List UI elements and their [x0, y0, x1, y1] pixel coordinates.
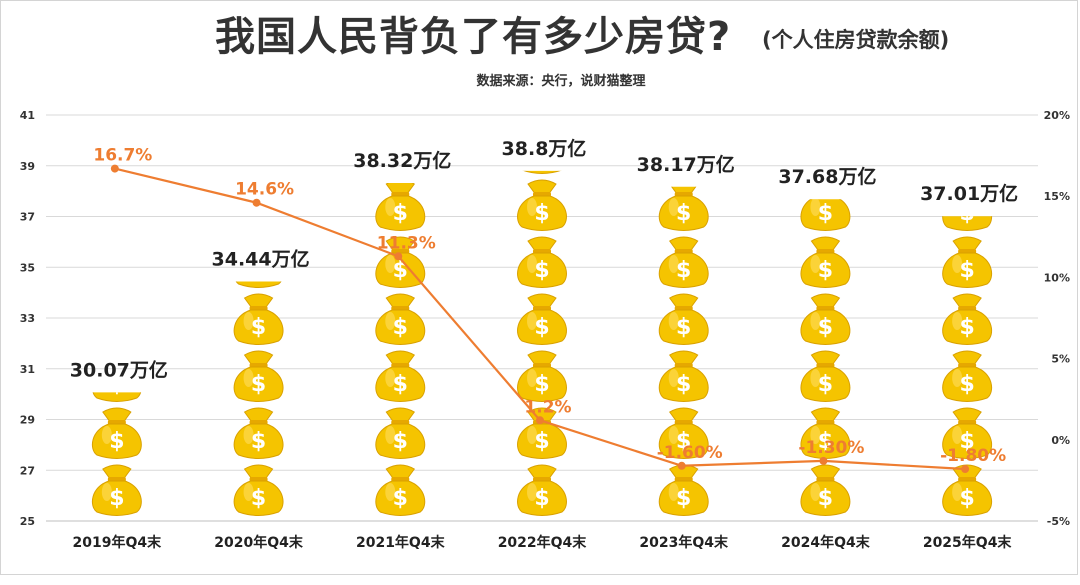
chart-subtitle: (个人住房贷款余额): [762, 28, 950, 52]
growth-value-label: -1.80%: [940, 446, 1006, 466]
right-tick-label: 5%: [1051, 353, 1070, 366]
bag-column: [375, 183, 426, 516]
x-category-label: 2024年Q4末: [781, 534, 871, 551]
money-bag-icon: [375, 350, 426, 402]
bag-column: [233, 281, 284, 516]
money-bag-icon: [942, 236, 993, 288]
money-bag-icon: [233, 464, 284, 516]
money-bag-icon: [658, 236, 709, 288]
money-bag-icon: [517, 236, 567, 288]
left-tick-label: 27: [20, 464, 35, 477]
x-category-label: 2025年Q4末: [923, 534, 1013, 551]
growth-value-label: 1.2%: [524, 397, 571, 417]
right-tick-label: -5%: [1047, 515, 1070, 528]
x-category-label: 2020年Q4末: [214, 534, 304, 551]
money-bag-icon: [658, 350, 709, 402]
money-bag-icon: [942, 350, 993, 402]
money-bag-icon: [517, 293, 567, 345]
money-bag-icon: [800, 236, 851, 288]
left-tick-label: 33: [20, 312, 35, 325]
money-bag-icon: [800, 464, 851, 516]
x-axis: 2019年Q4末 2020年Q4末 2021年Q4末 2022年Q4末 2023年Q4末…: [46, 520, 1038, 551]
right-tick-label: 20%: [1044, 109, 1070, 122]
money-bag-icon: [658, 186, 709, 231]
growth-value-label: -1.30%: [798, 438, 864, 458]
money-bag-icon: [375, 293, 426, 345]
right-axis: -5% 0% 5% 10% 15% 20%: [1044, 109, 1070, 528]
money-bag-icon: [800, 293, 851, 345]
bar-value-label: 38.8万亿: [502, 137, 587, 160]
bar-value-label: 38.17万亿: [637, 153, 735, 176]
x-category-label: 2022年Q4末: [498, 534, 588, 551]
growth-point: [252, 198, 261, 207]
right-tick-label: 0%: [1051, 434, 1070, 447]
data-source-note: 数据来源：央行，说财猫整理: [476, 74, 646, 89]
growth-point: [110, 164, 119, 173]
chart-title: 我国人民背负了有多少房贷?: [215, 14, 732, 60]
growth-point: [819, 456, 828, 465]
left-tick-label: 31: [20, 363, 35, 376]
bag-column: [517, 170, 567, 516]
money-bag-icon: [91, 464, 142, 516]
money-bag-icon: [658, 293, 709, 345]
left-axis: 25 27 29 31 33 35 37 39 41: [20, 109, 35, 528]
money-bag-icon: [375, 183, 426, 231]
growth-value-label: -1.60%: [657, 443, 723, 463]
money-bag-icon: [800, 350, 851, 402]
data-labels: 30.07万亿 34.44万亿 38.32万亿 38.8万亿 38.17万亿 37.68万…: [70, 137, 1018, 466]
x-category-label: 2019年Q4末: [73, 534, 163, 551]
growth-value-label: 16.7%: [93, 146, 152, 166]
money-bag-icon: [942, 464, 993, 516]
money-bag-icon: [658, 464, 709, 516]
money-bag-icon: [942, 293, 993, 345]
money-bag-icon: [233, 293, 284, 345]
left-tick-label: 41: [20, 109, 35, 122]
growth-point: [394, 252, 403, 261]
money-bag-icon: [233, 350, 284, 402]
left-tick-label: 37: [20, 211, 35, 224]
left-tick-label: 29: [20, 414, 35, 427]
left-tick-label: 39: [20, 160, 35, 173]
bar-value-label: 37.01万亿: [920, 182, 1018, 205]
money-bag-icon: [375, 407, 426, 459]
left-tick-label: 35: [20, 261, 35, 274]
bar-value-label: 30.07万亿: [70, 358, 168, 381]
money-bag-icon: [517, 464, 567, 516]
growth-value-label: 11.3%: [377, 233, 436, 253]
money-bag-icon: [91, 407, 142, 459]
growth-value-label: 14.6%: [235, 180, 294, 200]
bar-value-label: 38.32万亿: [353, 149, 451, 172]
right-tick-label: 10%: [1044, 271, 1070, 284]
bar-value-label: 37.68万亿: [778, 165, 876, 188]
bar-value-label: 34.44万亿: [212, 247, 310, 270]
growth-point: [536, 416, 544, 425]
growth-point: [677, 461, 686, 470]
title-row: 我国人民背负了有多少房贷? (个人住房贷款余额): [0, 4, 1080, 60]
money-bag-icon: [517, 179, 567, 231]
growth-point: [961, 465, 970, 474]
right-tick-label: 15%: [1044, 190, 1070, 203]
growth-line: [110, 164, 970, 474]
x-category-label: 2023年Q4末: [639, 534, 729, 551]
money-bag-icon: [375, 464, 426, 516]
bag-column: [800, 199, 851, 516]
x-category-label: 2021年Q4末: [356, 534, 446, 551]
money-bag-icon: [233, 407, 284, 459]
money-bag-icon: [517, 350, 567, 402]
left-tick-label: 25: [20, 515, 35, 528]
